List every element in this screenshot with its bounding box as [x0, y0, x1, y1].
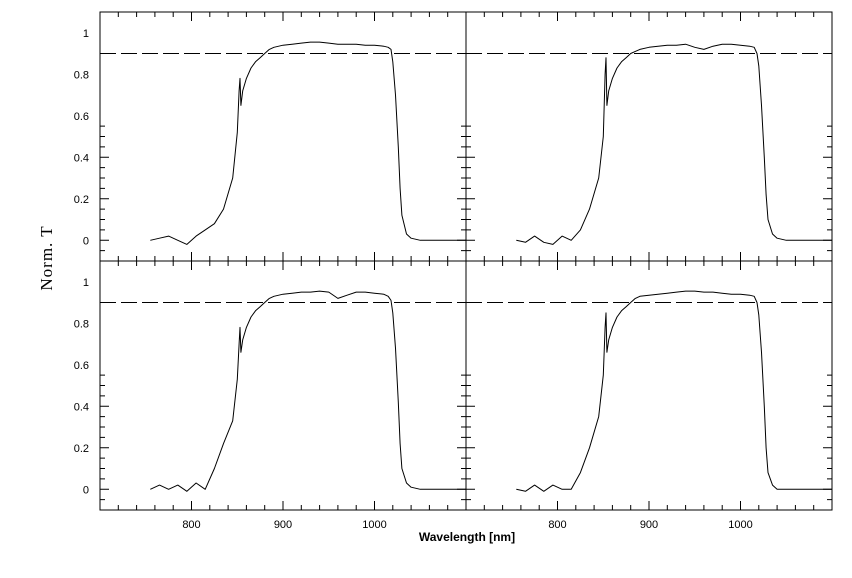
y-tick-label: 0 [83, 235, 89, 247]
y-tick-label: 1 [83, 277, 89, 289]
panel-top-right [465, 11, 833, 262]
x-tick-label: 900 [640, 519, 658, 531]
x-tick-label: 800 [548, 519, 566, 531]
transmission-curve [150, 41, 466, 245]
y-tick-label: 0.4 [74, 401, 89, 413]
y-tick-label: 1 [83, 28, 89, 40]
y-tick-label: 0 [83, 484, 89, 496]
transmission-curve [516, 43, 832, 245]
x-tick-label: 1000 [362, 519, 386, 531]
panel-frame [465, 260, 833, 511]
panel-frame [99, 260, 467, 511]
y-tick-label: 0.8 [74, 69, 89, 81]
y-tick-label: 0.6 [74, 360, 89, 372]
panel-frame [465, 11, 833, 262]
x-axis-title: Wavelength [nm] [419, 530, 515, 544]
panel-top-left: 0 0.2 0.4 0.6 0.8 1 [74, 11, 467, 262]
y-tick-label: 0.4 [74, 152, 89, 164]
y-axis-title: Norm. T [37, 225, 56, 290]
panel-bottom-right: 800 900 1000 [465, 260, 833, 531]
x-tick-label: 800 [182, 519, 200, 531]
panel-bottom-left: 0 0.2 0.4 0.6 0.8 1 800 900 1000 [74, 260, 467, 531]
x-tick-label: 900 [274, 519, 292, 531]
y-tick-label: 0.2 [74, 443, 89, 455]
y-tick-label: 0.8 [74, 318, 89, 330]
transmission-curve [516, 290, 832, 492]
transmission-curve [150, 290, 466, 492]
panel-frame [99, 11, 467, 262]
y-tick-label: 0.2 [74, 194, 89, 206]
x-tick-label: 1000 [728, 519, 752, 531]
y-tick-label: 0.6 [74, 111, 89, 123]
